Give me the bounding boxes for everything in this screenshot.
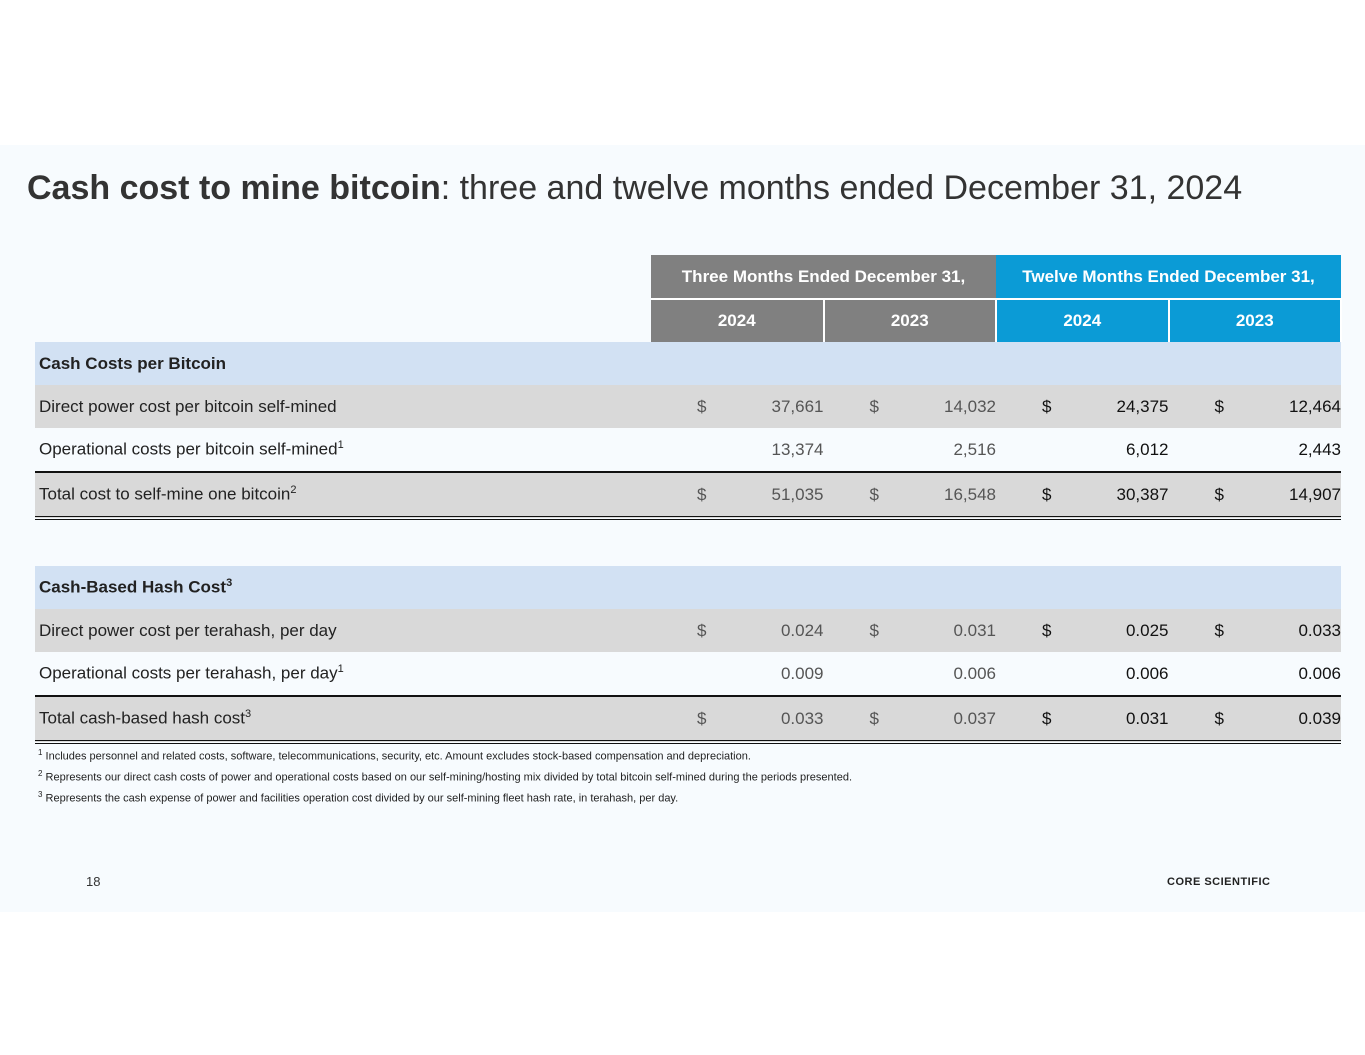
section-header: Cash-Based Hash Cost3 [35,566,1342,609]
section-header: Cash Costs per Bitcoin [35,342,1342,385]
row-label: Operational costs per bitcoin self-mined… [39,439,344,459]
value-cell: 2,516 [953,439,996,459]
page-number: 18 [86,874,101,889]
table-row: Operational costs per terahash, per day1… [35,652,1341,696]
cash-cost-table: Three Months Ended December 31, Twelve M… [35,255,1343,744]
currency-symbol: $ [1042,484,1052,504]
currency-symbol: $ [869,484,879,504]
header-twelve-months: Twelve Months Ended December 31, [996,255,1342,300]
header-year: 2024 [651,299,825,342]
header-year: 2023 [1168,299,1343,342]
slide-title: Cash cost to mine bitcoin: three and twe… [27,169,1243,207]
value-cell: $24,375 [996,385,1169,428]
currency-symbol: $ [697,620,707,640]
value-cell: 13,374 [771,439,824,459]
footnote: 2 Represents our direct cash costs of po… [38,769,853,784]
currency-symbol: $ [697,396,707,416]
footnote: 3 Represents the cash expense of power a… [38,790,679,805]
slide: Cash cost to mine bitcoin: three and twe… [0,145,1365,912]
table-row: Total cost to self-mine one bitcoin2 $51,… [35,471,1342,520]
table-row: Direct power cost per bitcoin self-mined… [35,385,1342,428]
value-cell: $14,907 [1168,471,1342,520]
currency-symbol: $ [869,396,879,416]
value-cell: 0.006 [953,663,996,683]
value-cell: $0.037 [823,695,996,744]
currency-symbol: $ [869,708,879,728]
value-cell: 0.006 [1125,663,1169,683]
value-cell: 2,443 [1298,439,1342,459]
row-label: Total cash-based hash cost3 [35,695,651,744]
value-cell: $0.031 [823,609,996,652]
currency-symbol: $ [1214,620,1224,640]
row-label: Direct power cost per bitcoin self-mined [35,385,651,428]
currency-symbol: $ [1042,620,1052,640]
currency-symbol: $ [869,620,879,640]
currency-symbol: $ [697,484,707,504]
table-row: Direct power cost per terahash, per day $… [35,609,1342,652]
currency-symbol: $ [1042,708,1052,728]
value-cell: $14,032 [823,385,996,428]
value-cell: $51,035 [651,471,824,520]
currency-symbol: $ [1214,484,1224,504]
table-row: Operational costs per bitcoin self-mined… [35,428,1341,472]
value-cell: $0.033 [651,695,824,744]
value-cell: $16,548 [823,471,996,520]
value-cell: $0.033 [1168,609,1342,652]
currency-symbol: $ [1042,396,1052,416]
currency-symbol: $ [1214,708,1224,728]
value-cell: $0.031 [996,695,1169,744]
value-cell: 6,012 [1125,439,1169,459]
company-logo: CORE SCIENTIFIC [1167,876,1271,888]
header-year: 2024 [996,299,1170,342]
value-cell: 0.009 [780,663,824,683]
footnote: 1 Includes personnel and related costs, … [38,748,751,763]
table-row: Total cash-based hash cost3 $0.033 $0.037 $… [35,695,1342,744]
row-label: Total cost to self-mine one bitcoin2 [35,471,651,520]
value-cell: 0.006 [1298,663,1342,683]
currency-symbol: $ [1214,396,1224,416]
value-cell: $0.039 [1168,695,1342,744]
header-year: 2023 [823,299,997,342]
header-three-months: Three Months Ended December 31, [651,255,996,300]
value-cell: $30,387 [996,471,1169,520]
value-cell: $12,464 [1168,385,1342,428]
currency-symbol: $ [697,708,707,728]
value-cell: $0.024 [651,609,824,652]
row-label: Operational costs per terahash, per day1 [39,663,344,683]
value-cell: $37,661 [651,385,824,428]
value-cell: $0.025 [996,609,1169,652]
row-label: Direct power cost per terahash, per day [35,609,651,652]
